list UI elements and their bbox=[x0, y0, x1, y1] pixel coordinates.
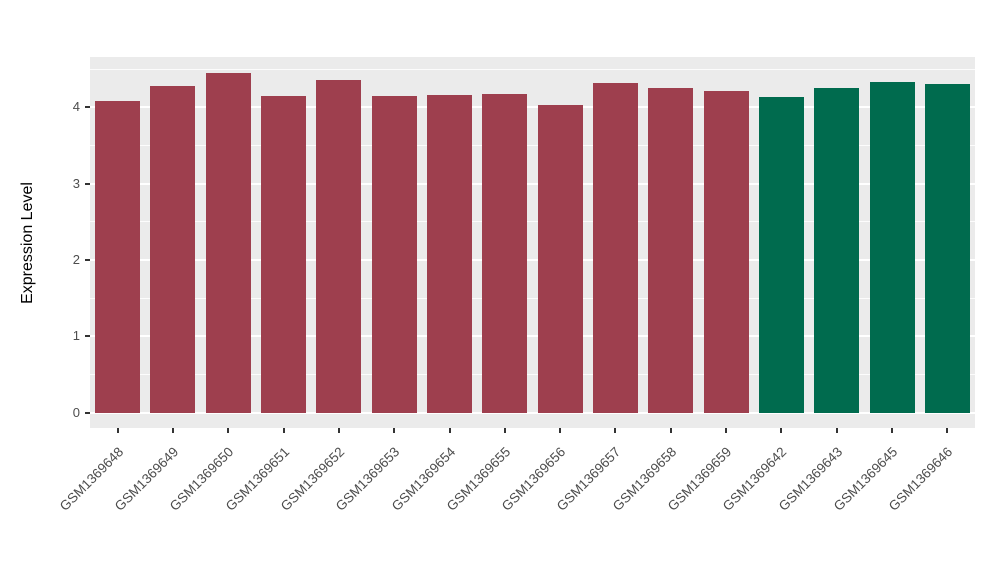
bar-GSM1369643 bbox=[814, 87, 859, 413]
x-tick-mark bbox=[559, 428, 562, 433]
x-tick-mark bbox=[614, 428, 617, 433]
bar-GSM1369659 bbox=[704, 91, 749, 413]
x-tick-mark bbox=[946, 428, 949, 433]
y-tick-label: 0 bbox=[72, 404, 80, 420]
gridline-minor bbox=[90, 374, 975, 376]
gridline-major bbox=[90, 106, 975, 109]
bar-GSM1369650 bbox=[206, 73, 251, 413]
y-axis-title: Expression Level bbox=[19, 181, 36, 304]
gridline-major bbox=[90, 335, 975, 338]
gridline-minor bbox=[90, 221, 975, 223]
y-tick-label: 3 bbox=[72, 175, 80, 191]
x-tick-mark bbox=[503, 428, 506, 433]
y-tick-label: 2 bbox=[72, 252, 80, 268]
gridline-major bbox=[90, 182, 975, 185]
x-tick-mark bbox=[227, 428, 230, 433]
y-tick-mark bbox=[85, 335, 90, 338]
bar-GSM1369655 bbox=[482, 93, 527, 413]
bar-GSM1369645 bbox=[870, 82, 915, 413]
x-tick-mark bbox=[835, 428, 838, 433]
bar-GSM1369656 bbox=[538, 105, 583, 413]
bar-GSM1369652 bbox=[316, 79, 361, 413]
gridline-minor bbox=[90, 145, 975, 147]
x-tick-mark bbox=[393, 428, 396, 433]
y-tick-mark bbox=[85, 182, 90, 185]
y-tick-label: 1 bbox=[72, 328, 80, 344]
x-tick-mark bbox=[669, 428, 672, 433]
x-tick-mark bbox=[891, 428, 894, 433]
bar-GSM1369651 bbox=[261, 95, 306, 413]
gridline-minor bbox=[90, 297, 975, 299]
y-tick-mark bbox=[85, 106, 90, 109]
y-tick-label: 4 bbox=[72, 99, 80, 115]
x-tick-mark bbox=[780, 428, 783, 433]
bar-GSM1369658 bbox=[648, 88, 693, 413]
gridline-major bbox=[90, 411, 975, 414]
bar-GSM1369654 bbox=[427, 95, 472, 413]
x-tick-mark bbox=[725, 428, 728, 433]
bar-GSM1369657 bbox=[593, 82, 638, 413]
bar-GSM1369653 bbox=[372, 95, 417, 413]
y-tick-mark bbox=[85, 259, 90, 262]
bar-GSM1369646 bbox=[925, 84, 970, 413]
bar-GSM1369649 bbox=[150, 86, 195, 413]
bar-GSM1369642 bbox=[759, 97, 804, 413]
plot-panel bbox=[90, 57, 975, 428]
x-tick-mark bbox=[171, 428, 174, 433]
gridline-major bbox=[90, 259, 975, 262]
x-tick-mark bbox=[282, 428, 285, 433]
x-tick-mark bbox=[448, 428, 451, 433]
y-tick-mark bbox=[85, 411, 90, 414]
gridline-minor bbox=[90, 68, 975, 70]
x-tick-mark bbox=[116, 428, 119, 433]
x-tick-mark bbox=[337, 428, 340, 433]
bar-GSM1369648 bbox=[95, 101, 140, 413]
